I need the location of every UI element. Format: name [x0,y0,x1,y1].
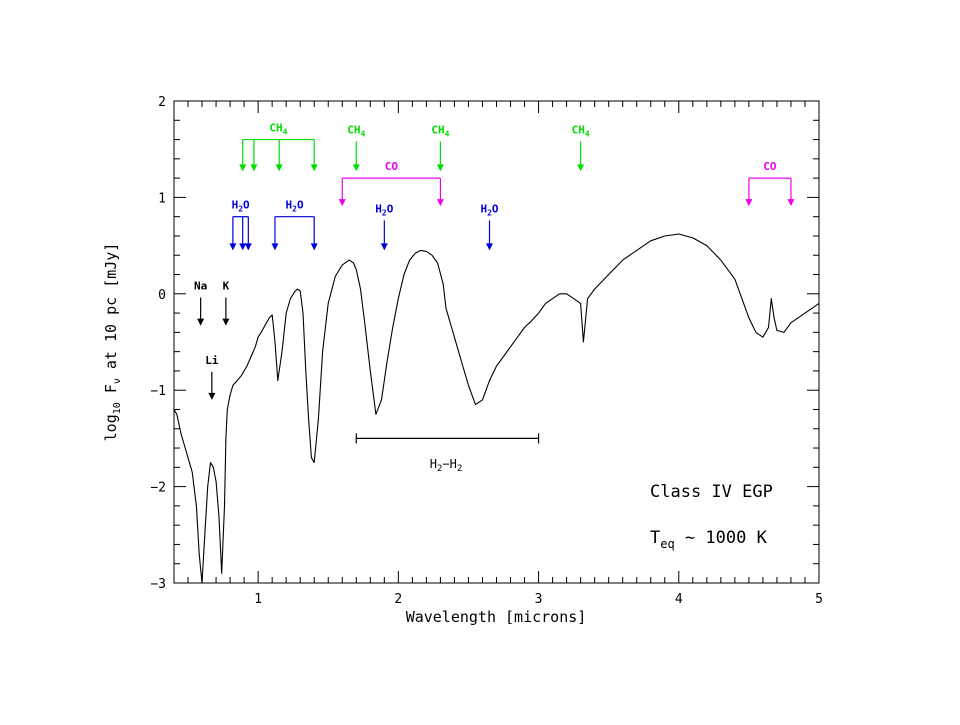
plot-frame [173,100,820,584]
arrowhead [244,243,252,251]
arrowhead [485,243,493,251]
class-label: Class IV EGP [650,482,773,502]
absorption-label: CO [385,160,399,173]
arrowhead [338,199,346,207]
arrowhead [310,164,318,172]
arrowhead [250,164,258,172]
absorption-label: CH4 [347,123,365,138]
x-tick-label: 2 [394,592,402,607]
h2-band-label: H2−H2 [430,457,463,474]
ticks-layer: 1 2 3 4 5 −3 −2 −1 0 1 2 [150,95,823,607]
y-tick-label: 2 [158,95,166,110]
absorption-label: H2O [480,202,498,217]
arrowhead [208,392,216,400]
absorption-label: CH4 [572,123,590,138]
y-tick-label: 1 [158,191,166,206]
x-tick-label: 5 [815,592,823,607]
y-tick-label: −3 [150,577,166,592]
absorption-label: K [223,280,230,293]
series-layer [173,233,820,584]
absorption-label: Na [194,280,207,293]
arrowhead [436,199,444,207]
arrowhead [197,318,205,326]
x-tick-label: 4 [675,592,683,607]
spectrum-line [173,233,820,584]
annotation-layer: CH4 CH4 CH4 CH4 CO CO H2O H2O H2O H2O Na K Li [194,122,795,444]
absorption-label: CH4 [269,122,287,137]
arrowhead [577,164,585,172]
arrowhead [275,164,283,172]
y-tick-label: −2 [150,481,166,496]
teq-label: Teq ∼ 1000 K [650,528,768,551]
arrowhead [352,164,360,172]
arrowhead [380,243,388,251]
arrowhead [745,199,753,207]
arrowhead [271,243,279,251]
absorption-label: H2O [232,199,250,214]
arrowhead [310,243,318,251]
absorption-label: H2O [375,202,393,217]
y-tick-label: −1 [150,384,166,399]
absorption-label: CH4 [431,123,449,138]
absorption-label: CO [763,160,777,173]
arrowhead [787,199,795,207]
arrowhead [229,243,237,251]
arrowhead [436,164,444,172]
arrowhead [222,318,230,326]
x-tick-label: 3 [535,592,543,607]
arrowhead [239,164,247,172]
arrowhead [239,243,247,251]
y-tick-label: 0 [158,288,166,303]
x-axis-title: Wavelength [microns] [406,608,587,626]
y-axis-title: log10 Fν at 10 pc [mJy] [102,243,123,442]
absorption-label: H2O [286,199,304,214]
absorption-label: Li [205,354,219,367]
x-tick-label: 1 [254,592,262,607]
